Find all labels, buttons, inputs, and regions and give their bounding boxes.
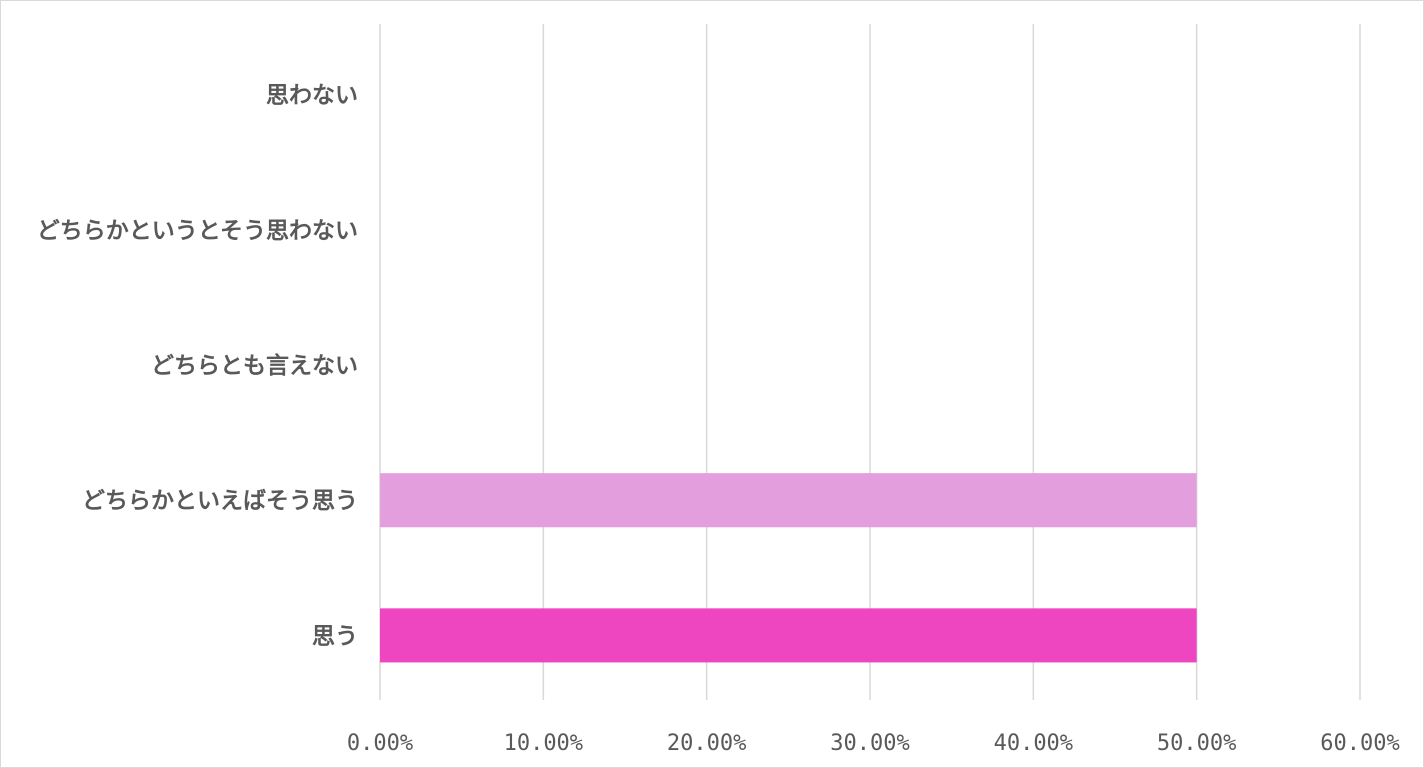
x-tick-label: 50.00% — [1157, 731, 1236, 756]
category-label: どちらとも言えない — [151, 352, 358, 379]
category-label: 思う — [312, 623, 358, 649]
bars — [380, 473, 1197, 663]
category-label: どちらかといえばそう思う — [82, 488, 358, 514]
x-tick-label: 0.00% — [347, 731, 413, 756]
bar — [380, 608, 1197, 663]
category-labels: 思う どちらかといえばそう思う どちらとも言えない どちらかというとそう思わない 思わな… — [37, 83, 358, 650]
x-tick-label: 60.00% — [1320, 731, 1399, 756]
bar — [380, 473, 1197, 528]
x-tick-label: 30.00% — [830, 731, 909, 756]
x-tick-labels: 0.00% 10.00% 20.00% 30.00% 40.00% 50.00% 60.00… — [347, 731, 1400, 756]
gridlines — [379, 24, 1361, 700]
x-tick-label: 10.00% — [504, 731, 583, 756]
x-tick-label: 20.00% — [667, 731, 746, 756]
category-label: どちらかというとそう思わない — [37, 218, 358, 244]
x-tick-label: 40.00% — [994, 731, 1073, 756]
category-label: 思わない — [266, 83, 358, 109]
